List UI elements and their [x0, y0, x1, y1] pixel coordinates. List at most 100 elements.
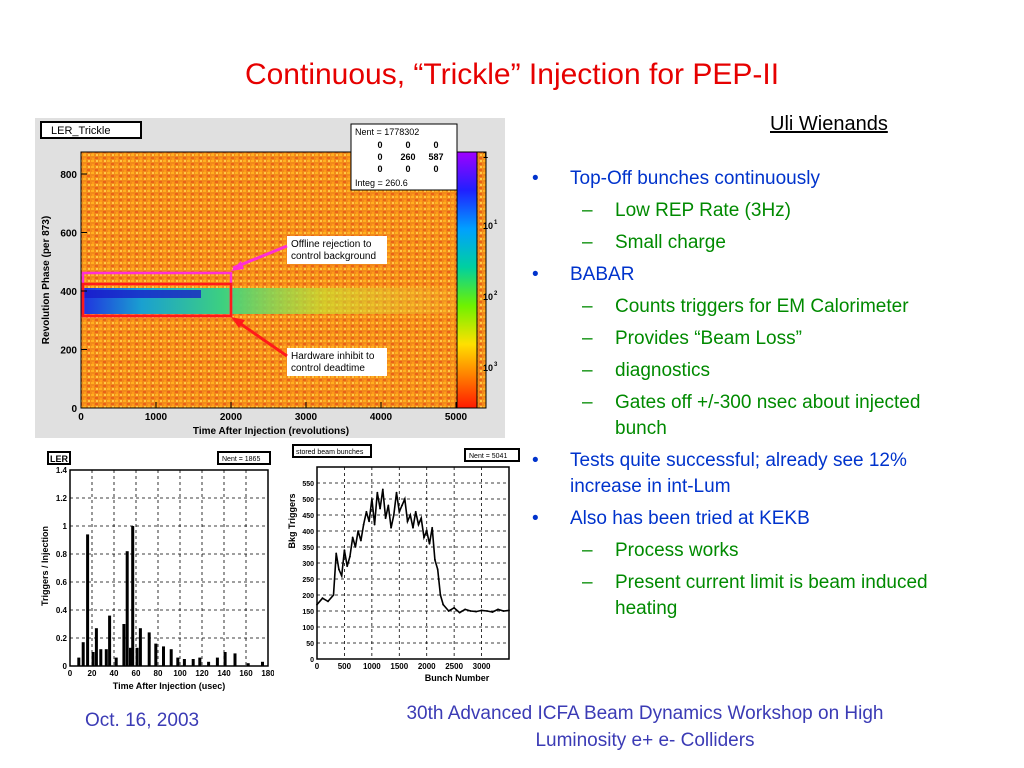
data-point	[365, 510, 368, 513]
line-y-tick-label: 450	[302, 513, 314, 520]
heatmap-y-tick-label: 600	[60, 229, 77, 240]
bar-stats: Nent = 1865	[222, 456, 260, 463]
colorbar-tick-label: 10	[483, 292, 493, 302]
line-y-tick-label: 350	[302, 545, 314, 552]
bar-hist-name-box	[47, 451, 71, 465]
bar	[125, 551, 129, 666]
bar	[223, 652, 227, 666]
bar-y-tick-label: 0.8	[56, 550, 68, 559]
bullet-item: • BABAR	[530, 262, 940, 288]
bar	[191, 659, 195, 666]
bar-y-tick-label: 1	[63, 522, 68, 531]
line-y-tick-label: 150	[302, 609, 314, 616]
data-point	[395, 491, 398, 494]
line-x-tick-label: 2000	[418, 662, 436, 671]
data-point	[469, 610, 472, 612]
heatmap-x-label: Time After Injection (revolutions)	[193, 426, 349, 437]
data-point	[409, 514, 412, 516]
sub-bullet-item: – Small charge	[530, 230, 940, 256]
data-point	[343, 549, 346, 552]
data-point	[464, 608, 467, 611]
data-point	[414, 510, 417, 513]
line-y-tick-label: 400	[302, 529, 314, 536]
annotation-hardware-arrow	[234, 318, 288, 358]
line-x-tick-label: 1500	[390, 662, 408, 671]
bar	[169, 649, 173, 666]
beam-core	[81, 290, 201, 298]
line-hist-name: stored beam bunches	[296, 449, 364, 456]
footer-event: 30th Advanced ICFA Beam Dynamics Worksho…	[350, 700, 940, 754]
stats-integ: Integ = 260.6	[355, 178, 408, 188]
data-point	[491, 611, 494, 613]
data-point	[362, 523, 365, 526]
line-y-tick-label: 200	[302, 593, 314, 600]
bar	[81, 642, 85, 666]
stats-cell: 0	[405, 140, 410, 150]
line-stats: Nent = 5041	[469, 453, 507, 460]
heatmap-x-tick-label: 2000	[220, 412, 243, 423]
data-point	[398, 510, 401, 513]
bar	[233, 653, 237, 666]
bar	[94, 628, 98, 666]
data-point	[368, 520, 371, 523]
annotation-hardware-line1: Hardware inhibit to	[291, 351, 375, 362]
bullet-text: Top-Off bunches continuously	[570, 168, 820, 189]
data-point	[428, 542, 431, 545]
sub-bullet-item: – Counts triggers for EM Calorimeter	[530, 294, 940, 320]
bar-x-tick-label: 140	[217, 669, 231, 678]
data-point	[335, 552, 338, 555]
bar-x-tick-label: 180	[261, 669, 274, 678]
bar	[135, 647, 139, 666]
footer-event-line2: Luminosity e+ e- Colliders	[535, 730, 755, 751]
data-point	[406, 520, 409, 523]
dash-icon: –	[582, 328, 593, 349]
stats-cell: 0	[433, 140, 438, 150]
data-point	[439, 594, 442, 596]
data-point	[425, 530, 428, 532]
data-point	[340, 574, 343, 577]
bullet-dot-icon: •	[532, 168, 539, 189]
bar-x-tick-label: 20	[88, 669, 97, 678]
bar-y-label: Triggers / Injection	[40, 526, 50, 606]
bar-y-tick-label: 1.2	[56, 494, 68, 503]
data-point	[384, 517, 387, 520]
series-line	[316, 489, 510, 614]
data-point	[351, 536, 354, 539]
histogram-name: LER_Trickle	[51, 125, 111, 137]
footer-date: Oct. 16, 2003	[85, 710, 200, 731]
line-x-tick-label: 1000	[363, 662, 381, 671]
hardware-inhibit-box	[81, 282, 233, 318]
bar	[147, 632, 151, 666]
stats-box	[350, 123, 458, 191]
dash-icon: –	[582, 360, 593, 381]
data-point	[480, 609, 483, 612]
bar-x-tick-label: 60	[132, 669, 141, 678]
dash-icon: –	[582, 232, 593, 253]
bar-y-tick-label: 0	[63, 662, 68, 671]
data-point	[359, 539, 362, 542]
bar	[138, 628, 142, 666]
colorbar-tick-exponent: 2	[494, 291, 498, 297]
line-x-ticks: 0 500 1000 1500 2000 2500 3000	[315, 662, 491, 671]
heatmap-plot-area	[81, 152, 486, 408]
dash-icon: –	[582, 296, 593, 317]
stats-cell: 0	[377, 164, 382, 174]
dash-icon: –	[582, 540, 593, 561]
line-hist-name-box	[292, 444, 372, 458]
bar-x-tick-label: 120	[195, 669, 209, 678]
data-point	[502, 610, 505, 612]
bar-x-tick-label: 0	[68, 669, 73, 678]
bar-marks	[77, 526, 264, 666]
line-marks	[316, 488, 510, 614]
bullet-text: Process works	[615, 540, 739, 561]
bar-hist-name: LER	[50, 454, 69, 464]
stats-cell: 0	[405, 164, 410, 174]
colorbar-tick-label: 1	[483, 150, 488, 160]
bar-x-tick-label: 100	[173, 669, 187, 678]
heatmap-x-tick-label: 0	[78, 412, 84, 423]
bar	[207, 661, 211, 666]
data-point	[458, 611, 461, 614]
colorbar-tick-exponent: 3	[494, 362, 498, 368]
histogram-name-box	[40, 121, 142, 139]
